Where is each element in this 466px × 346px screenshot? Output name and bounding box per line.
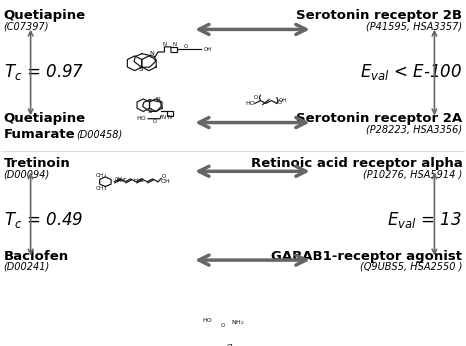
Text: O: O xyxy=(153,119,158,124)
Text: CH$_3$: CH$_3$ xyxy=(114,175,126,184)
Text: N: N xyxy=(168,115,171,120)
Text: (P28223, HSA3356): (P28223, HSA3356) xyxy=(366,124,462,134)
Text: (P41595, HSA3357): (P41595, HSA3357) xyxy=(366,21,462,31)
Text: O: O xyxy=(278,100,282,105)
Text: Baclofen: Baclofen xyxy=(4,250,69,263)
Text: Tretinoin: Tretinoin xyxy=(4,157,70,170)
Text: H$_3$C: H$_3$C xyxy=(133,176,145,185)
Text: (C07397): (C07397) xyxy=(4,21,49,31)
Text: Serotonin receptor 2B: Serotonin receptor 2B xyxy=(296,9,462,22)
Text: N: N xyxy=(155,97,160,102)
Text: N: N xyxy=(162,115,166,120)
Text: O: O xyxy=(220,323,225,328)
Text: OH: OH xyxy=(279,98,288,102)
Text: (D00241): (D00241) xyxy=(4,262,50,272)
Text: O: O xyxy=(161,174,165,180)
Text: Quetiapine
Fumarate: Quetiapine Fumarate xyxy=(4,112,86,141)
Text: GABAB1-receptor agonist: GABAB1-receptor agonist xyxy=(271,250,462,263)
Text: $T_c$ = 0.97: $T_c$ = 0.97 xyxy=(4,62,84,82)
Text: N: N xyxy=(162,42,166,47)
Text: Retinoic acid receptor alpha: Retinoic acid receptor alpha xyxy=(251,157,462,170)
Text: N: N xyxy=(149,51,154,56)
Text: Quetiapine: Quetiapine xyxy=(4,9,86,22)
Text: O: O xyxy=(184,44,188,49)
Text: CH$_3$: CH$_3$ xyxy=(95,184,107,193)
Text: Serotonin receptor 2A: Serotonin receptor 2A xyxy=(296,112,462,125)
Text: (D00094): (D00094) xyxy=(4,170,50,180)
Text: HO: HO xyxy=(136,116,146,121)
Text: NH$_2$: NH$_2$ xyxy=(231,318,245,327)
Text: S: S xyxy=(139,66,144,72)
Text: H$_3$C: H$_3$C xyxy=(116,176,129,185)
Text: S: S xyxy=(148,108,152,114)
Text: $E_{val}$ = 13: $E_{val}$ = 13 xyxy=(388,210,462,230)
Text: HO: HO xyxy=(245,101,255,106)
Text: CH$_3$: CH$_3$ xyxy=(95,171,107,180)
Text: HO: HO xyxy=(202,318,212,323)
Text: N: N xyxy=(172,42,176,47)
Text: (Q9UBS5, HSA2550 ): (Q9UBS5, HSA2550 ) xyxy=(360,262,462,272)
Text: (P10276, HSA5914 ): (P10276, HSA5914 ) xyxy=(363,170,462,180)
Text: (D00458): (D00458) xyxy=(76,129,123,139)
Text: O: O xyxy=(254,95,258,100)
Text: OH: OH xyxy=(203,47,212,52)
Text: OH: OH xyxy=(160,179,170,184)
Text: $E_{val}$ < E-100: $E_{val}$ < E-100 xyxy=(360,62,462,82)
Text: Cl: Cl xyxy=(226,344,233,346)
Text: $T_c$ = 0.49: $T_c$ = 0.49 xyxy=(4,210,83,230)
